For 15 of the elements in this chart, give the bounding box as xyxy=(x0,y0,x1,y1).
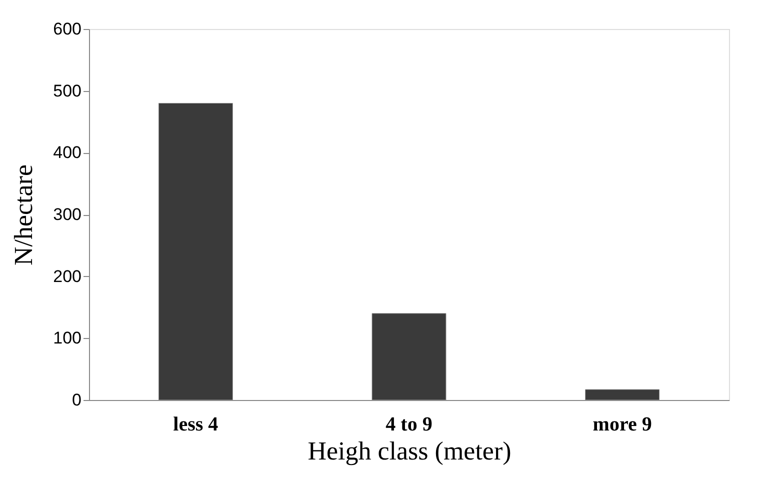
x-tick-label: more 9 xyxy=(592,414,652,436)
y-tick-label: 400 xyxy=(53,143,82,162)
y-tick-label: 0 xyxy=(72,390,82,410)
x-tick-label: 4 to 9 xyxy=(386,414,432,436)
y-tick-label: 500 xyxy=(53,81,82,100)
y-tick-label: 600 xyxy=(53,20,82,38)
y-axis-title: N/hectare xyxy=(9,164,38,266)
x-tick-label: less 4 xyxy=(173,414,218,436)
bar xyxy=(585,389,660,400)
y-tick-label: 100 xyxy=(53,328,82,348)
x-axis-title: Heigh class (meter) xyxy=(308,436,512,466)
bar xyxy=(158,102,233,400)
bar xyxy=(372,313,446,400)
y-tick-label: 200 xyxy=(53,266,82,286)
y-tick-label: 300 xyxy=(53,205,82,224)
